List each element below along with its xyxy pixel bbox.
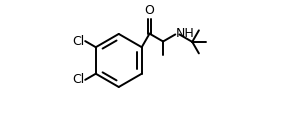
Text: Cl: Cl [73,35,85,48]
Text: NH: NH [176,27,195,40]
Text: O: O [145,4,155,17]
Text: Cl: Cl [73,73,85,86]
